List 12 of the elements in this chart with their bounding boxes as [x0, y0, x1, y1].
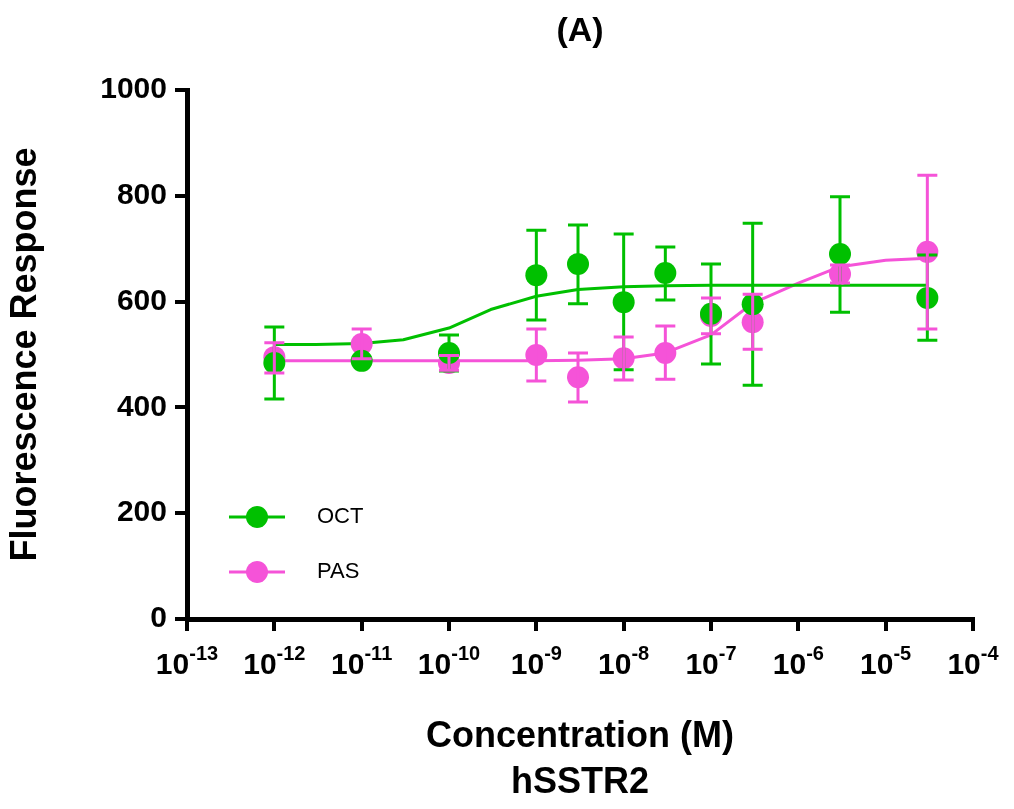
y-tick-label: 600: [116, 282, 167, 316]
x-axis-title: Concentration (M): [426, 713, 734, 755]
chart-title: (A): [556, 10, 604, 49]
y-tick-label: 1000: [100, 71, 167, 105]
text: hSSTR2: [510, 759, 650, 801]
legend-label: PAS: [317, 558, 360, 584]
y-tick-label: 400: [116, 388, 167, 422]
legend-label: OCT: [317, 503, 364, 529]
y-tick-label: 0: [150, 600, 167, 634]
y-axis-title: Fluorescence Response: [2, 147, 44, 562]
y-tick-label: 200: [116, 494, 167, 528]
y-tick-label: 800: [116, 177, 167, 211]
